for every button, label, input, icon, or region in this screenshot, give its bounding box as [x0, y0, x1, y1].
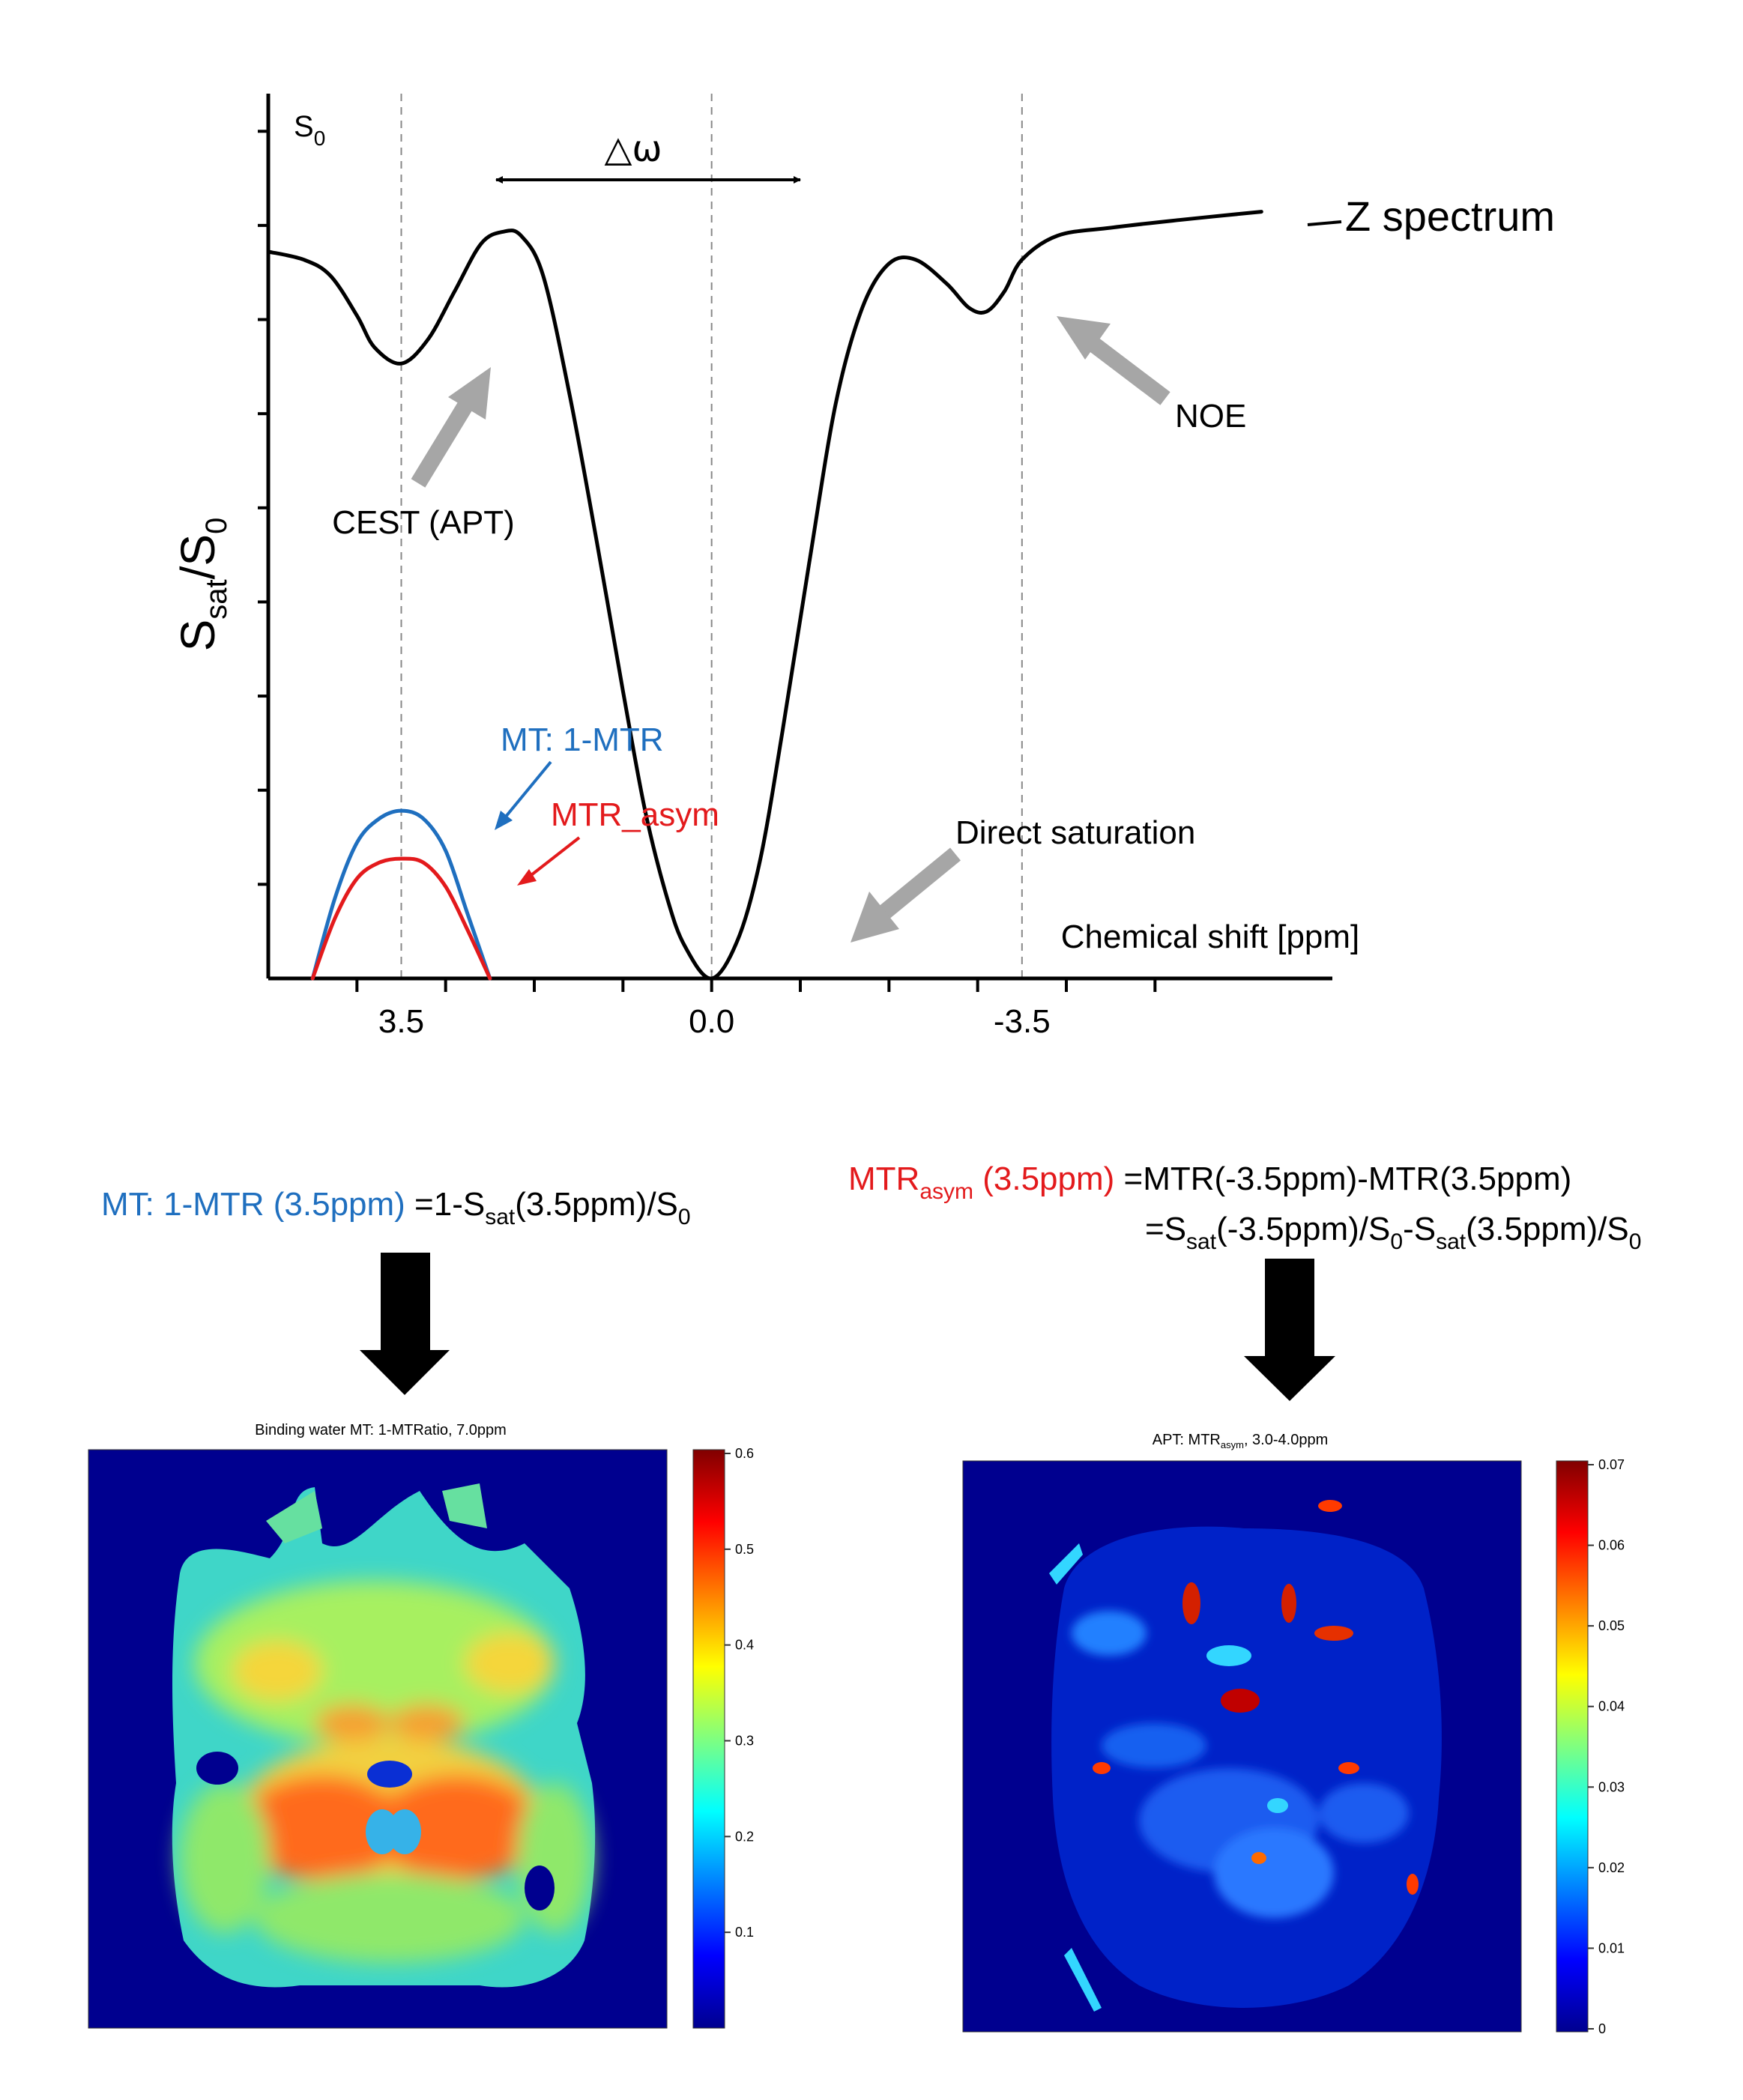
- mtr-asym-formula-lhs-sub: asym: [919, 1179, 973, 1204]
- x-axis-ticks: [355, 978, 1157, 992]
- svg-text:MT: 1-MTR (3.5ppm) =1-Ssat(3.5: MT: 1-MTR (3.5ppm) =1-Ssat(3.5ppm)/S0: [101, 1186, 691, 1229]
- colorbar-tick-label: 0: [1598, 2021, 1606, 2036]
- colorbar-tick-label: 0.5: [735, 1542, 754, 1557]
- mt-colorbar-ticks: 0.6 0.5 0.4 0.3 0.2 0.1: [725, 1446, 754, 1940]
- z-spectrum-leader: [1307, 220, 1342, 226]
- mtr-asym-formula: MTRasym (3.5ppm) =MTR(-3.5ppm)-MTR(3.5pp…: [848, 1161, 1641, 1254]
- noe-label: NOE: [1175, 398, 1246, 435]
- z-spectrum-chart: 3.5 0.0 -3.5 △ω S0 Ssat/S0 Chemical shift …: [171, 94, 1555, 1040]
- mtr-asym-formula-line2-sub4: 0: [1629, 1229, 1642, 1254]
- colorbar-tick-label: 0.2: [735, 1829, 754, 1844]
- mtr-asym-formula-line2-a: =S: [1145, 1211, 1186, 1247]
- apt-map-panel: APT: MTRasym, 3.0-4.0ppm: [962, 1432, 1625, 2036]
- mt-colorbar: [692, 1449, 725, 2029]
- apt-map-image: [1049, 1500, 1442, 2012]
- cest-label: CEST (APT): [332, 504, 515, 541]
- direct-saturation-arrow: [851, 847, 961, 942]
- mt-formula-lhs: MT: 1-MTR (3.5ppm): [101, 1186, 405, 1223]
- colorbar-tick-label: 0.04: [1598, 1699, 1625, 1714]
- series-z-spectrum: [266, 210, 1263, 981]
- mtr-asym-formula-line2-sub2: 0: [1390, 1229, 1403, 1254]
- noe-arrow: [1057, 316, 1170, 405]
- colorbar-tick-label: 0.01: [1598, 1940, 1625, 1955]
- mtr-asym-down-arrow: [1244, 1259, 1335, 1401]
- series-layer: [266, 210, 1263, 981]
- mt-label: MT: 1-MTR: [501, 721, 664, 758]
- mt-map-image: [172, 1483, 596, 1988]
- svg-text:MTRasym (3.5ppm) =MTR(-3.5ppm): MTRasym (3.5ppm) =MTR(-3.5ppm)-MTR(3.5pp…: [848, 1161, 1571, 1204]
- mt-label-arrowhead: [495, 811, 513, 830]
- y-axis-ticks: [258, 130, 268, 886]
- mtr-asym-formula-line2-d: (3.5ppm)/S: [1466, 1211, 1629, 1247]
- colorbar-tick-label: 0.05: [1598, 1618, 1625, 1633]
- mt-down-arrow: [360, 1253, 450, 1395]
- x-tick-label: 0.0: [689, 1003, 734, 1040]
- mt-formula-sub: sat: [485, 1205, 516, 1229]
- colorbar-tick-label: 0.07: [1598, 1457, 1625, 1472]
- direct-saturation-label: Direct saturation: [955, 814, 1195, 851]
- y-axis-label: Ssat/S0: [171, 518, 233, 652]
- colorbar-tick-label: 0.1: [735, 1925, 754, 1940]
- mtr-asym-label: MTR_asym: [551, 796, 719, 833]
- mtr-asym-label-arrow: [523, 836, 581, 882]
- y-top-label: S0: [294, 110, 325, 150]
- colorbar-tick-label: 0.3: [735, 1734, 754, 1749]
- mtr-asym-formula-line2-b: (-3.5ppm)/S: [1216, 1211, 1390, 1247]
- x-tick-label: -3.5: [994, 1003, 1051, 1040]
- colorbar-tick-label: 0.02: [1598, 1860, 1625, 1875]
- x-axis-label: Chemical shift [ppm]: [1061, 919, 1360, 955]
- mtr-asym-formula-lhs-tail: (3.5ppm): [973, 1161, 1114, 1197]
- mt-map-panel: Binding water MT: 1-MTRatio, 7.0ppm: [88, 1422, 754, 2029]
- mt-label-arrow: [497, 760, 552, 827]
- cest-arrow: [411, 367, 491, 488]
- mtr-asym-formula-line2-sub1: sat: [1186, 1229, 1217, 1254]
- series-mt-1-mtr: [310, 808, 492, 981]
- mtr-asym-formula-lhs: MTR: [848, 1161, 919, 1197]
- colorbar-tick-label: 0.06: [1598, 1538, 1625, 1553]
- apt-colorbar-ticks: 0.07 0.06 0.05 0.04 0.03 0.02 0.01 0: [1588, 1457, 1625, 2036]
- mt-formula: MT: 1-MTR (3.5ppm) =1-Ssat(3.5ppm)/S0: [101, 1186, 691, 1229]
- apt-map-title: APT: MTRasym, 3.0-4.0ppm: [1153, 1432, 1328, 1450]
- colorbar-tick-label: 0.4: [735, 1638, 754, 1653]
- delta-omega-label: △ω: [604, 128, 662, 170]
- mtr-asym-formula-line2-sub3: sat: [1436, 1229, 1466, 1254]
- series-mtr-asym: [310, 856, 492, 981]
- colorbar-tick-label: 0.6: [735, 1446, 754, 1461]
- x-tick-labels: 3.5 0.0 -3.5: [378, 1003, 1051, 1040]
- svg-text:=Ssat(-3.5ppm)/S0-Ssat(3.5ppm): =Ssat(-3.5ppm)/S0-Ssat(3.5ppm)/S0: [1145, 1211, 1641, 1254]
- colorbar-tick-label: 0.03: [1598, 1779, 1625, 1794]
- z-spectrum-label: Z spectrum: [1345, 193, 1555, 240]
- mt-map-title: Binding water MT: 1-MTRatio, 7.0ppm: [255, 1422, 507, 1438]
- apt-colorbar: [1556, 1460, 1589, 2033]
- mt-formula-sub2: 0: [678, 1205, 691, 1229]
- mtr-asym-formula-line2-c: -S: [1403, 1211, 1436, 1247]
- mt-formula-rhs: =1-S: [405, 1186, 485, 1223]
- x-tick-label: 3.5: [378, 1003, 424, 1040]
- mtr-asym-formula-line1: =MTR(-3.5ppm)-MTR(3.5ppm): [1114, 1161, 1571, 1197]
- mtr-asym-label-arrowhead: [517, 869, 537, 886]
- mt-formula-rhs-tail: (3.5ppm)/S: [515, 1186, 678, 1223]
